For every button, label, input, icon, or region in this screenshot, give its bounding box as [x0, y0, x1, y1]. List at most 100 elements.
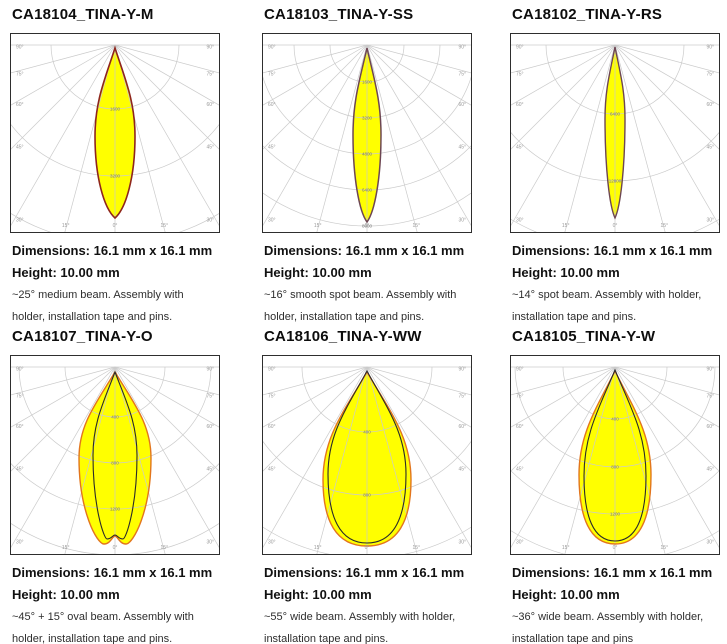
- angle-label: 30°: [16, 218, 24, 224]
- angle-label: 90°: [206, 45, 214, 51]
- angle-label: 75°: [706, 71, 714, 77]
- product-title: CA18103_TINA-Y-SS: [264, 6, 414, 23]
- angle-label: 30°: [206, 218, 214, 224]
- height-line: Height: 10.00 mm: [12, 262, 226, 284]
- ring-labels: 400 800: [363, 430, 371, 498]
- height-label: Height:: [512, 265, 557, 280]
- product-title: CA18102_TINA-Y-RS: [512, 6, 663, 23]
- angle-label: 0°: [613, 545, 618, 551]
- product-panel: CA18103_TINA-Y-SS 1600 3200 4800 6400 8000 0°…: [107, 6, 627, 328]
- beam-description-line2: installation tape and pins.: [264, 633, 389, 644]
- angle-label: 30°: [706, 540, 714, 546]
- height-value: 10.00 mm: [60, 587, 120, 602]
- angle-label: 60°: [206, 424, 214, 430]
- angle-labels: 0° 15° 15° 30° 30° 45° 45° 60° 60° 75° 75° 90° 90°: [516, 45, 714, 230]
- product-panel: CA18104_TINA-Y-M 1600 3200 0° 15° 15° 30° 30° 4…: [0, 6, 375, 328]
- beam-description: ~36° wide beam. Assembly with holder, ins…: [512, 606, 726, 644]
- ring-label: 6400: [610, 112, 621, 117]
- angle-label: 60°: [16, 102, 24, 108]
- beam-outlines: [352, 47, 382, 224]
- angle-label: 15°: [161, 223, 169, 229]
- ring-label: 1200: [110, 507, 121, 512]
- beam-description-line1: ~55° wide beam. Assembly with holder,: [264, 611, 456, 623]
- ring-label: 800: [363, 493, 371, 498]
- beam-outlines: [78, 370, 152, 545]
- beam-description-line1: ~36° wide beam. Assembly with holder,: [512, 611, 704, 623]
- beam-description-line1: ~14° spot beam. Assembly with holder,: [512, 289, 702, 301]
- beam-outlines: [94, 45, 136, 220]
- polar-chart-svg: 6400 12800 0° 15° 15° 30° 30° 45° 45° 60° 60° 75° 75…: [355, 45, 727, 305]
- angle-label: 60°: [706, 102, 714, 108]
- angle-label: 75°: [16, 71, 24, 77]
- dimensions-line: Dimensions: 16.1 mm x 16.1 mm: [264, 562, 478, 584]
- ring-label: 800: [111, 461, 119, 466]
- dimensions-line: Dimensions: 16.1 mm x 16.1 mm: [12, 562, 226, 584]
- angle-label: 45°: [206, 145, 214, 151]
- angle-label: 60°: [16, 424, 24, 430]
- angle-label: 45°: [706, 145, 714, 151]
- height-label: Height:: [264, 587, 309, 602]
- beam-description: ~25° medium beam. Assembly with holder, i…: [12, 284, 226, 328]
- angle-label: 30°: [458, 218, 466, 224]
- polar-chart-svg: 400 800 1200 0° 15° 15° 30° 30° 45° 45° 60° 60° 75° 7…: [0, 367, 375, 627]
- angle-label: 15°: [314, 545, 322, 551]
- angle-label: 30°: [16, 540, 24, 546]
- angle-label: 30°: [268, 540, 276, 546]
- angle-labels: 0° 15° 15° 30° 30° 45° 45° 60° 60° 75° 75° 90° 90°: [16, 367, 214, 552]
- angle-label: 60°: [268, 424, 276, 430]
- ring-label: 4800: [362, 152, 373, 157]
- angle-label: 75°: [516, 71, 524, 77]
- angle-labels: 0° 15° 15° 30° 30° 45° 45° 60° 60° 75° 75° 90° 90°: [268, 367, 466, 552]
- angle-label: 15°: [661, 545, 669, 551]
- angle-label: 45°: [458, 467, 466, 473]
- polar-grid: [107, 366, 627, 627]
- beam-outlines: [322, 369, 412, 547]
- angle-label: 90°: [268, 367, 276, 373]
- ring-label: 6400: [362, 188, 373, 193]
- angle-labels: 0° 15° 15° 30° 30° 45° 45° 60° 60° 75° 75° 90° 90°: [268, 45, 466, 230]
- angle-label: 75°: [268, 393, 276, 399]
- dimensions-line: Dimensions: 16.1 mm x 16.1 mm: [12, 240, 226, 262]
- dimensions-line: Dimensions: 16.1 mm x 16.1 mm: [512, 240, 726, 262]
- angle-label: 75°: [516, 393, 524, 399]
- dimensions-value: 16.1 mm x 16.1 mm: [593, 565, 713, 580]
- beam-description-line1: ~16° smooth spot beam. Assembly with: [264, 289, 457, 301]
- polar-grid: [107, 44, 627, 305]
- ring-label: 1600: [362, 80, 373, 85]
- ring-label: 400: [611, 417, 619, 422]
- angle-label: 30°: [516, 218, 524, 224]
- beam-diagram: 400 800 0° 15° 15° 30° 30° 45° 45° 60° 60° 75° 75° 90…: [107, 355, 627, 627]
- ring-label: 1200: [610, 512, 621, 517]
- beam-description: ~55° wide beam. Assembly with holder, ins…: [264, 606, 478, 644]
- angle-label: 15°: [562, 545, 570, 551]
- dimensions-line: Dimensions: 16.1 mm x 16.1 mm: [264, 240, 478, 262]
- ring-label: 3200: [110, 174, 121, 179]
- beam-outlines: [578, 368, 652, 545]
- angle-label: 0°: [365, 223, 370, 229]
- angle-label: 75°: [458, 71, 466, 77]
- beam-description: ~45° + 15° oval beam. Assembly with holde…: [12, 606, 226, 644]
- height-value: 10.00 mm: [60, 265, 120, 280]
- beam-outlines: [604, 46, 626, 220]
- ring-label: 12800: [609, 179, 622, 184]
- height-value: 10.00 mm: [560, 587, 620, 602]
- angle-label: 45°: [16, 145, 24, 151]
- angle-label: 90°: [16, 367, 24, 373]
- angle-label: 45°: [16, 467, 24, 473]
- angle-label: 90°: [206, 367, 214, 373]
- angle-label: 15°: [62, 223, 70, 229]
- dimensions-label: Dimensions:: [512, 565, 591, 580]
- beam-diagram: 1600 3200 0° 15° 15° 30° 30° 45° 45° 60° 60° 75° 75°…: [0, 33, 375, 305]
- ring-labels: 1600 3200: [110, 107, 121, 179]
- beam-description: ~16° smooth spot beam. Assembly with hold…: [264, 284, 478, 328]
- ring-label: 400: [111, 415, 119, 420]
- ring-label: 1600: [110, 107, 121, 112]
- height-line: Height: 10.00 mm: [512, 584, 726, 606]
- height-label: Height:: [264, 265, 309, 280]
- angle-label: 15°: [161, 545, 169, 551]
- angle-label: 45°: [268, 467, 276, 473]
- height-value: 10.00 mm: [312, 265, 372, 280]
- angle-label: 90°: [516, 367, 524, 373]
